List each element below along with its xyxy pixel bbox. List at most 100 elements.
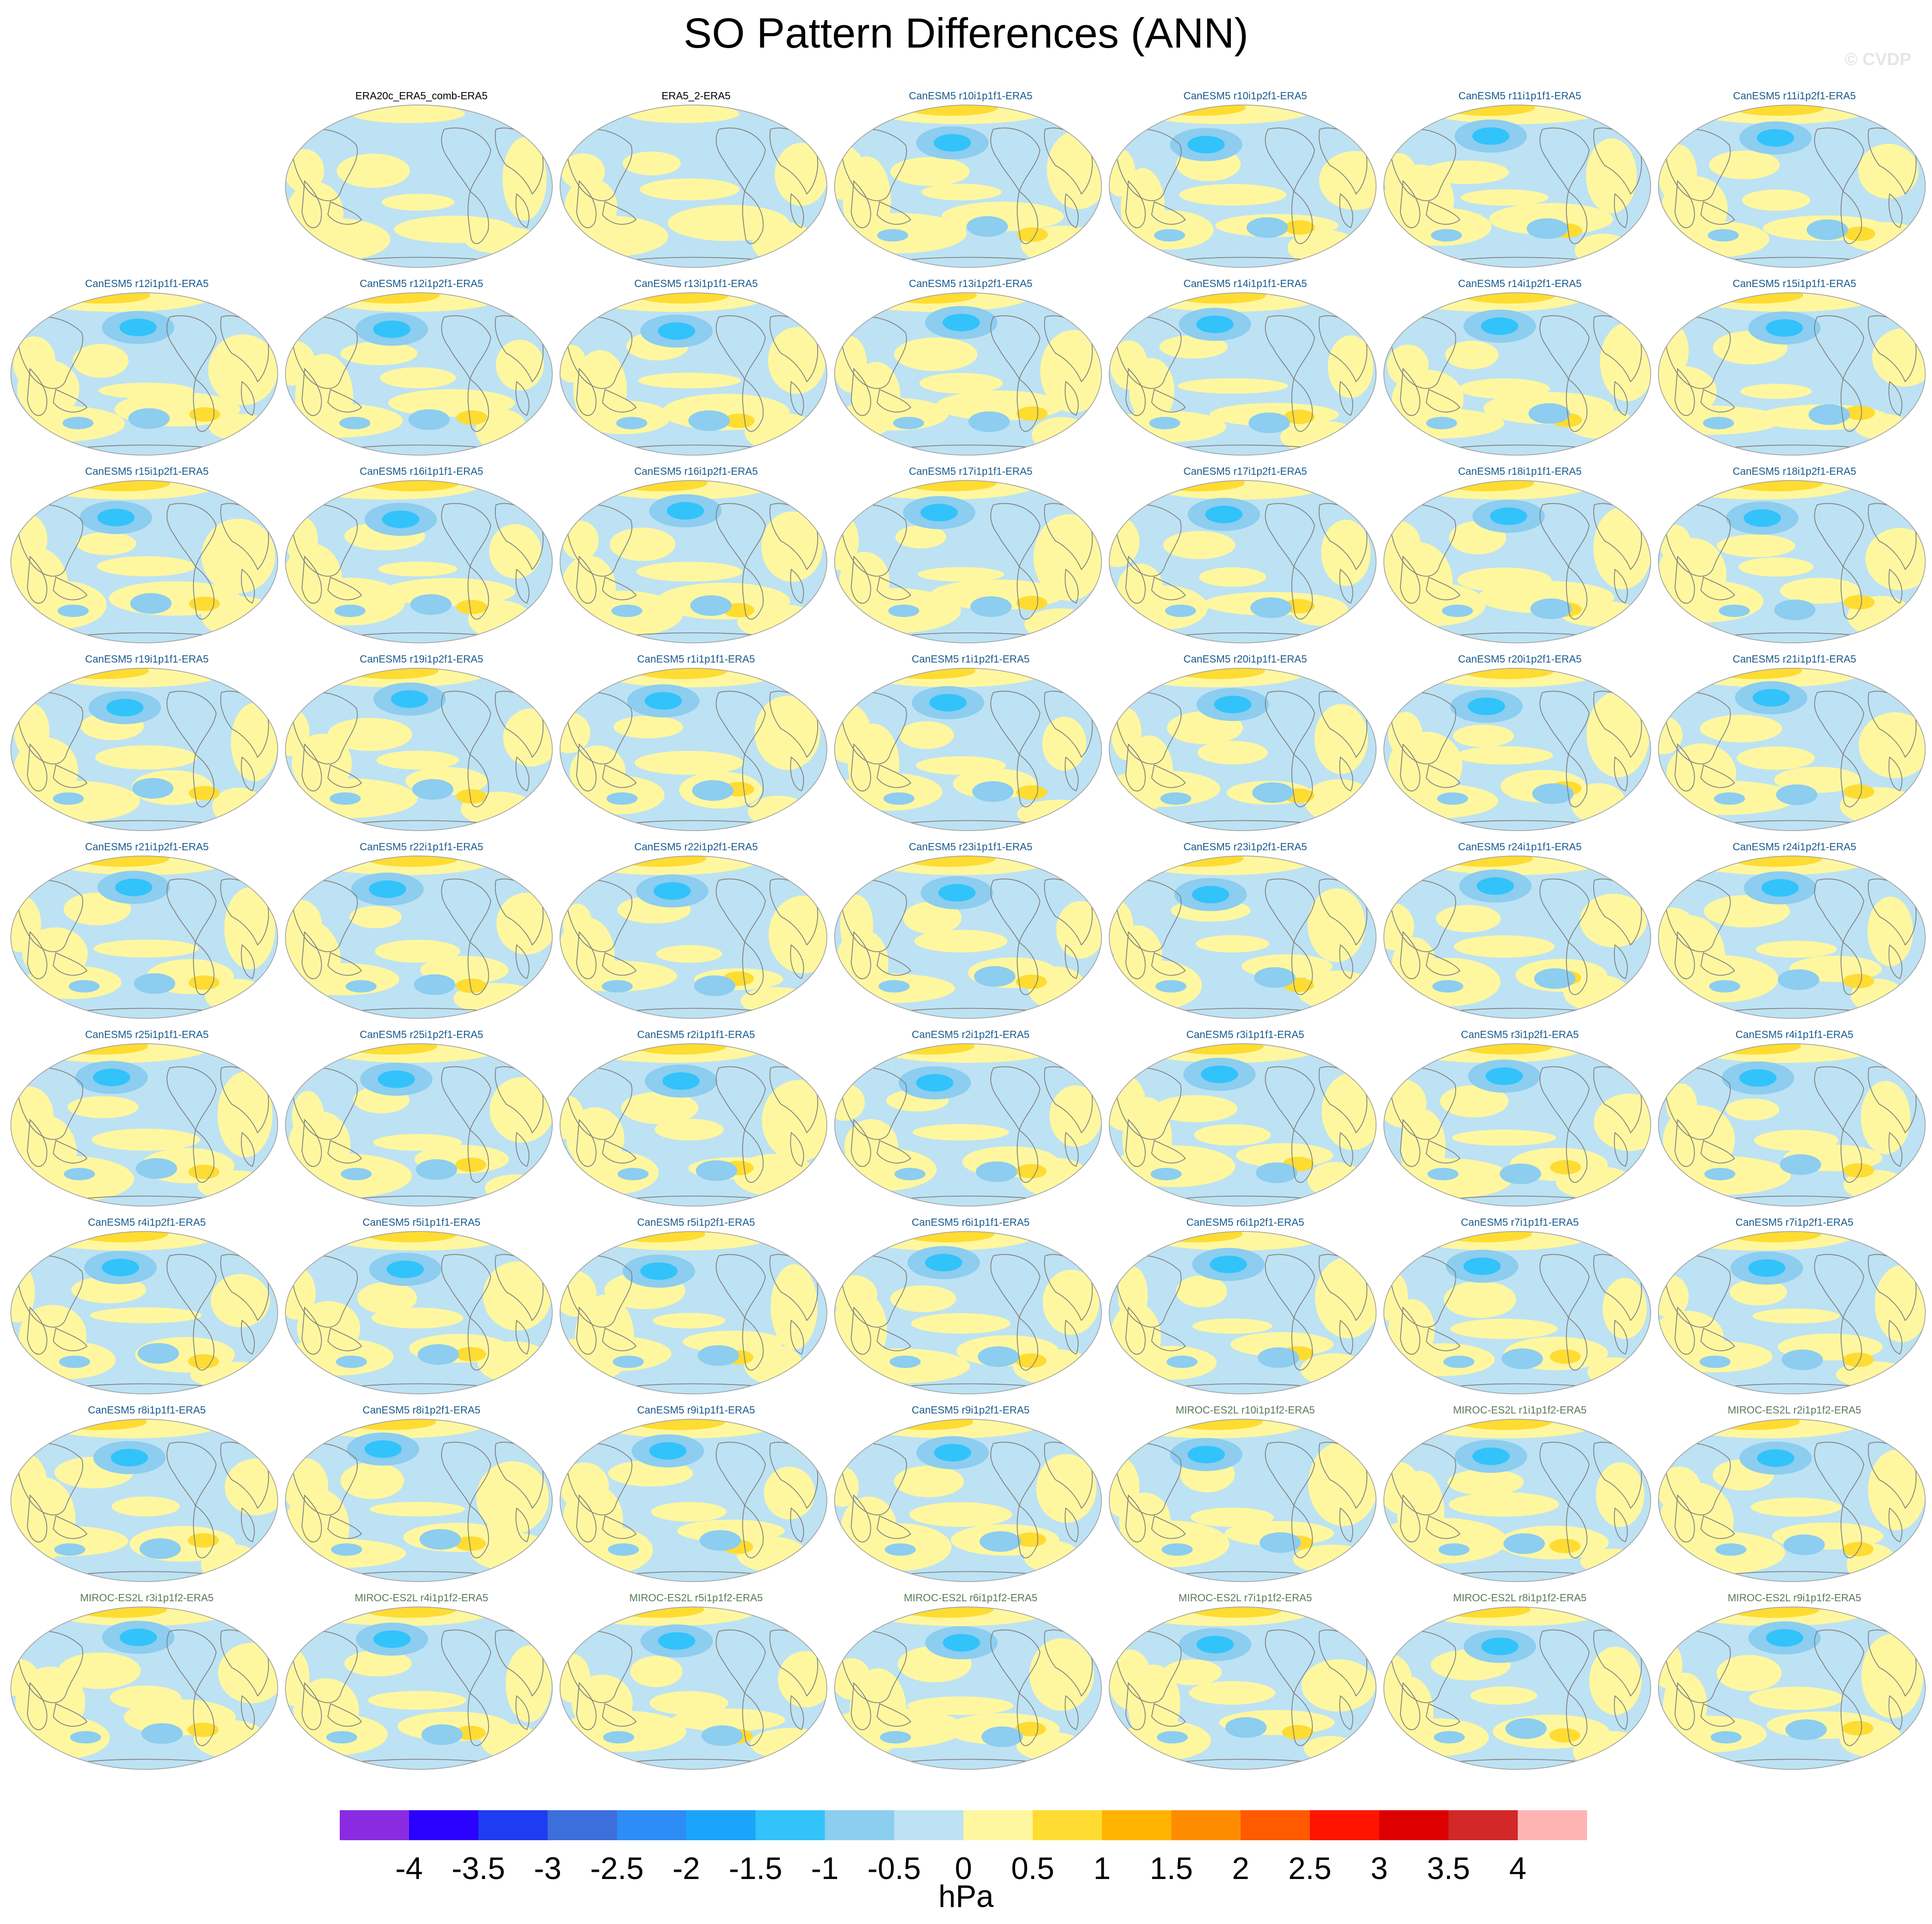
map-panel: CanESM5 r7i1p1f1-ERA5 — [1382, 1214, 1657, 1398]
map-plot — [560, 1606, 827, 1770]
map-panel: MIROC-ES2L r7i1p1f2-ERA5 — [1108, 1590, 1383, 1773]
map-panel: CanESM5 r11i1p1f1-ERA5 — [1382, 88, 1657, 272]
map-plot — [10, 292, 278, 456]
map-plot — [285, 1043, 553, 1207]
colorbar-swatch — [548, 1810, 617, 1840]
panel-title: MIROC-ES2L r5i1p1f2-ERA5 — [629, 1592, 763, 1604]
panel-title: CanESM5 r2i1p2f1-ERA5 — [912, 1029, 1030, 1041]
colorbar-tick-label: -1.5 — [729, 1851, 782, 1886]
map-panel: CanESM5 r22i1p1f1-ERA5 — [284, 839, 559, 1023]
map-plot — [834, 292, 1102, 456]
panel-title: CanESM5 r20i1p1f1-ERA5 — [1183, 654, 1307, 665]
map-plot — [1383, 855, 1651, 1019]
panel-title: CanESM5 r14i1p2f1-ERA5 — [1458, 278, 1582, 290]
map-panel: CanESM5 r2i1p2f1-ERA5 — [833, 1027, 1108, 1210]
map-plot — [560, 1043, 827, 1207]
map-plot — [1109, 104, 1377, 268]
map-panel: MIROC-ES2L r9i1p1f2-ERA5 — [1657, 1590, 1932, 1773]
map-panel: CanESM5 r16i1p2f1-ERA5 — [559, 463, 834, 647]
colorbar-tick-label: -0.5 — [867, 1851, 921, 1886]
panel-title: CanESM5 r13i1p2f1-ERA5 — [909, 278, 1033, 290]
colorbar-swatch — [1102, 1810, 1171, 1840]
map-panel: MIROC-ES2L r8i1p1f2-ERA5 — [1382, 1590, 1657, 1773]
colorbar-tick-label: 0.5 — [1011, 1851, 1054, 1886]
panel-title: MIROC-ES2L r4i1p1f2-ERA5 — [354, 1592, 489, 1604]
map-plot — [1109, 1231, 1377, 1394]
panel-title: CanESM5 r12i1p2f1-ERA5 — [359, 278, 484, 290]
colorbar-swatch — [963, 1810, 1033, 1840]
panel-title: CanESM5 r5i1p2f1-ERA5 — [637, 1217, 755, 1228]
panel-title: CanESM5 r22i1p1f1-ERA5 — [359, 841, 484, 853]
panel-title: CanESM5 r24i1p2f1-ERA5 — [1732, 841, 1856, 853]
map-panel: CanESM5 r8i1p2f1-ERA5 — [284, 1402, 559, 1586]
panel-title: CanESM5 r10i1p1f1-ERA5 — [909, 91, 1033, 102]
map-plot — [1658, 480, 1926, 643]
colorbar-tick-label: 2 — [1232, 1851, 1249, 1886]
colorbar-swatch — [1171, 1810, 1241, 1840]
map-plot — [285, 855, 553, 1019]
panel-title: CanESM5 r4i1p1f1-ERA5 — [1735, 1029, 1853, 1041]
map-panel: CanESM5 r17i1p1f1-ERA5 — [833, 463, 1108, 647]
panel-title: CanESM5 r21i1p2f1-ERA5 — [85, 841, 209, 853]
panel-title: CanESM5 r18i1p1f1-ERA5 — [1458, 466, 1582, 477]
panel-title: CanESM5 r3i1p1f1-ERA5 — [1186, 1029, 1304, 1041]
panel-title: ERA20c_ERA5_comb-ERA5 — [355, 91, 488, 102]
map-panel: ERA20c_ERA5_comb-ERA5 — [284, 88, 559, 272]
panel-title: CanESM5 r18i1p2f1-ERA5 — [1732, 466, 1856, 477]
map-plot — [285, 668, 553, 831]
panel-title: CanESM5 r4i1p2f1-ERA5 — [88, 1217, 206, 1228]
map-plot — [1658, 1606, 1926, 1770]
map-plot — [285, 1231, 553, 1394]
panel-title: MIROC-ES2L r6i1p1f2-ERA5 — [903, 1592, 1038, 1604]
panel-title: CanESM5 r25i1p2f1-ERA5 — [359, 1029, 484, 1041]
map-plot — [1109, 855, 1377, 1019]
map-panel: MIROC-ES2L r2i1p1f2-ERA5 — [1657, 1402, 1932, 1586]
colorbar-swatch — [756, 1810, 825, 1840]
map-plot — [1383, 104, 1651, 268]
panel-title: CanESM5 r11i1p1f1-ERA5 — [1458, 91, 1581, 102]
map-plot — [560, 1231, 827, 1394]
map-panel: CanESM5 r5i1p2f1-ERA5 — [559, 1214, 834, 1398]
map-plot — [1109, 1419, 1377, 1582]
colorbar-swatch — [340, 1810, 409, 1840]
panel-title: CanESM5 r19i1p2f1-ERA5 — [359, 654, 484, 665]
panel-title: MIROC-ES2L r2i1p1f2-ERA5 — [1727, 1405, 1862, 1416]
colorbar-swatch — [1518, 1810, 1587, 1840]
colorbar-tick-label: 1 — [1093, 1851, 1111, 1886]
panel-title: MIROC-ES2L r10i1p1f2-ERA5 — [1175, 1405, 1315, 1416]
panel-title: CanESM5 r23i1p1f1-ERA5 — [909, 841, 1033, 853]
panel-title: CanESM5 r21i1p1f1-ERA5 — [1732, 654, 1856, 665]
colorbar-swatch — [1448, 1810, 1518, 1840]
map-panel: CanESM5 r6i1p1f1-ERA5 — [833, 1214, 1108, 1398]
map-plot — [834, 1043, 1102, 1207]
colorbar-swatch — [1310, 1810, 1379, 1840]
map-plot — [10, 1231, 278, 1394]
map-plot — [1109, 480, 1377, 643]
figure-title: SO Pattern Differences (ANN) — [683, 10, 1249, 57]
map-plot — [1109, 1043, 1377, 1207]
panel-title: CanESM5 r22i1p2f1-ERA5 — [634, 841, 758, 853]
map-panel: MIROC-ES2L r6i1p1f2-ERA5 — [833, 1590, 1108, 1773]
map-panel: CanESM5 r8i1p1f1-ERA5 — [9, 1402, 284, 1586]
colorbar-swatch — [478, 1810, 548, 1840]
map-plot — [10, 1606, 278, 1770]
panel-title: ERA5_2-ERA5 — [661, 91, 731, 102]
map-panel: CanESM5 r20i1p2f1-ERA5 — [1382, 651, 1657, 835]
panel-title: CanESM5 r7i1p1f1-ERA5 — [1461, 1217, 1579, 1228]
map-plot — [1658, 668, 1926, 831]
panel-title: MIROC-ES2L r1i1p1f2-ERA5 — [1453, 1405, 1587, 1416]
panel-title: CanESM5 r3i1p2f1-ERA5 — [1461, 1029, 1579, 1041]
map-panel: CanESM5 r10i1p1f1-ERA5 — [833, 88, 1108, 272]
map-plot — [1658, 855, 1926, 1019]
map-plot — [834, 1606, 1102, 1770]
map-panel: CanESM5 r1i1p2f1-ERA5 — [833, 651, 1108, 835]
panel-title: CanESM5 r13i1p1f1-ERA5 — [634, 278, 758, 290]
map-plot — [560, 480, 827, 643]
map-plot — [285, 1606, 553, 1770]
map-panel: CanESM5 r3i1p1f1-ERA5 — [1108, 1027, 1383, 1210]
map-plot — [10, 480, 278, 643]
panel-title: MIROC-ES2L r9i1p1f2-ERA5 — [1727, 1592, 1862, 1604]
map-panel: CanESM5 r13i1p2f1-ERA5 — [833, 276, 1108, 459]
panel-title: MIROC-ES2L r8i1p1f2-ERA5 — [1453, 1592, 1587, 1604]
map-plot — [834, 104, 1102, 268]
